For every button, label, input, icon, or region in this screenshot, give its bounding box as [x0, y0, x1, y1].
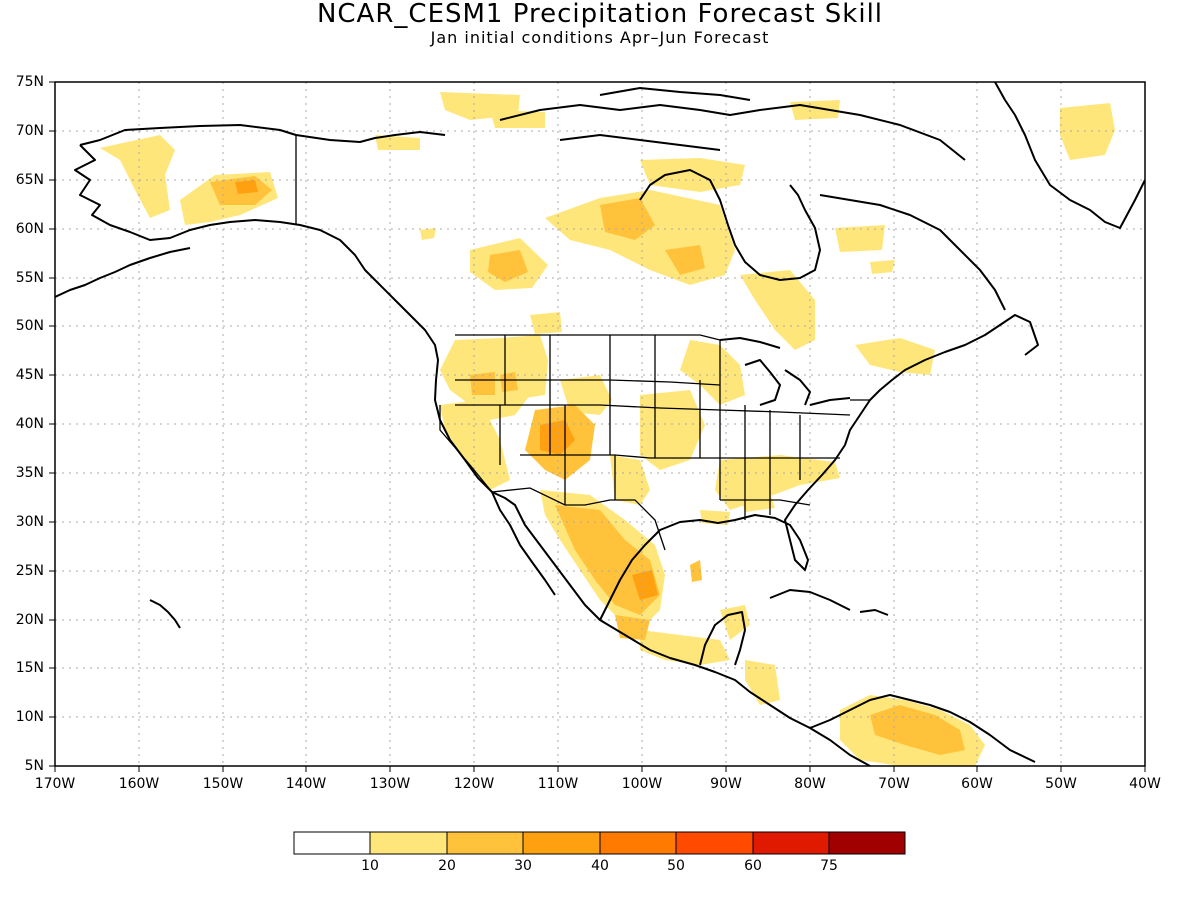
colorbar-swatch — [828, 831, 906, 855]
political-borders — [295, 135, 881, 551]
colorbar-swatch — [369, 831, 448, 855]
coastlines — [55, 82, 1145, 766]
colorbar-swatch — [752, 831, 830, 855]
colorbar — [293, 831, 906, 855]
map-title: NCAR_CESM1 Precipitation Forecast Skill — [316, 0, 884, 29]
colorbar-swatch — [522, 831, 601, 855]
colorbar-swatch — [599, 831, 677, 855]
colorbar-swatch — [675, 831, 754, 855]
map-subtitle: Jan initial conditions Apr–Jun Forecast — [430, 28, 770, 47]
colorbar-swatch — [293, 831, 371, 855]
tick-marks — [49, 81, 1146, 772]
skill-shading — [100, 92, 1115, 766]
colorbar-swatch — [446, 831, 524, 855]
